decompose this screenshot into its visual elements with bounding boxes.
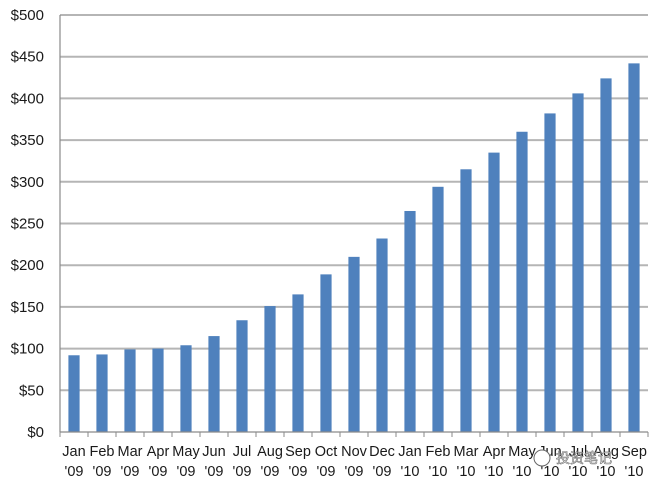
x-tick-label: Dec (369, 444, 395, 460)
bar (516, 131, 528, 432)
x-tick-label-year: '09 (149, 464, 168, 480)
bar (432, 186, 444, 432)
bar (404, 210, 416, 432)
x-tick-label: Apr (483, 444, 506, 460)
bar (292, 294, 304, 432)
bar (124, 349, 136, 432)
y-tick-label: $100 (11, 341, 44, 358)
x-tick-label: Aug (593, 444, 619, 460)
bar (180, 345, 192, 432)
x-tick-label-year: '09 (261, 464, 280, 480)
bar (208, 336, 220, 432)
bar (236, 320, 248, 432)
x-tick-label-year: '09 (373, 464, 392, 480)
y-tick-label: $200 (11, 257, 44, 274)
bar (628, 63, 640, 432)
x-tick-label-year: '10 (457, 464, 476, 480)
x-tick-label: Sep (285, 444, 311, 460)
x-tick-label-year: '09 (205, 464, 224, 480)
x-tick-label: Jan (62, 444, 85, 460)
bar (572, 93, 584, 432)
x-tick-label-year: '09 (65, 464, 84, 480)
y-tick-label: $300 (11, 174, 44, 191)
x-tick-label: Aug (257, 444, 283, 460)
y-tick-label: $500 (11, 7, 44, 24)
x-tick-label-year: '10 (569, 464, 588, 480)
x-tick-label: Mar (118, 444, 143, 460)
bar (544, 113, 556, 433)
x-tick-label: Jul (569, 444, 588, 460)
bar (152, 348, 164, 432)
x-tick-label-year: '10 (401, 464, 420, 480)
x-tick-label-year: '10 (485, 464, 504, 480)
y-tick-label: $450 (11, 49, 44, 66)
x-tick-label: May (172, 444, 200, 460)
x-tick-label: May (508, 444, 536, 460)
bar (460, 169, 472, 433)
x-tick-label-year: '09 (317, 464, 336, 480)
bar (264, 306, 276, 432)
x-tick-label-year: '09 (93, 464, 112, 480)
x-tick-label-year: '10 (541, 464, 560, 480)
x-tick-label-year: '10 (625, 464, 644, 480)
x-tick-label: Apr (147, 444, 170, 460)
watermark: 投资笔记 (533, 449, 612, 467)
x-tick-label: Oct (315, 444, 338, 460)
x-tick-label-year: '09 (121, 464, 140, 480)
x-tick-label-year: '10 (429, 464, 448, 480)
x-tick-label: Jan (398, 444, 421, 460)
x-axis: Jan'09Feb'09Mar'09Apr'09May'09Jun'09Jul'… (59, 431, 649, 480)
x-tick-label-year: '10 (597, 464, 616, 480)
x-tick-label: Nov (341, 444, 368, 460)
y-tick-label: $50 (19, 382, 44, 399)
bar (376, 238, 388, 432)
x-tick-label: Sep (621, 444, 647, 460)
bar (320, 274, 332, 432)
y-tick-label: $400 (11, 90, 44, 107)
x-tick-label-year: '09 (289, 464, 308, 480)
bar (488, 152, 500, 433)
x-tick-label-year: '10 (513, 464, 532, 480)
y-tick-label: $250 (11, 216, 44, 233)
bars (68, 63, 640, 433)
watermark-icon (533, 449, 551, 467)
x-tick-label-year: '09 (345, 464, 364, 480)
x-tick-label-year: '09 (177, 464, 196, 480)
y-axis: $0 $50 $100 $150 $200 $250 $300 $350 $400 $450 $50… (11, 7, 61, 441)
y-tick-label: $150 (11, 299, 44, 316)
y-tick-label: $0 (27, 424, 44, 441)
x-tick-label: Feb (426, 444, 451, 460)
x-tick-label: Jul (233, 444, 252, 460)
x-tick-label: Feb (90, 444, 115, 460)
y-tick-label: $350 (11, 132, 44, 149)
bar (68, 355, 80, 432)
watermark-text: 投资笔记 (556, 451, 612, 467)
bar (348, 256, 360, 432)
x-tick-label-year: '09 (233, 464, 252, 480)
bar (96, 354, 108, 432)
x-tick-label: Mar (454, 444, 479, 460)
bar (600, 78, 612, 432)
x-tick-label: Jun (202, 444, 225, 460)
